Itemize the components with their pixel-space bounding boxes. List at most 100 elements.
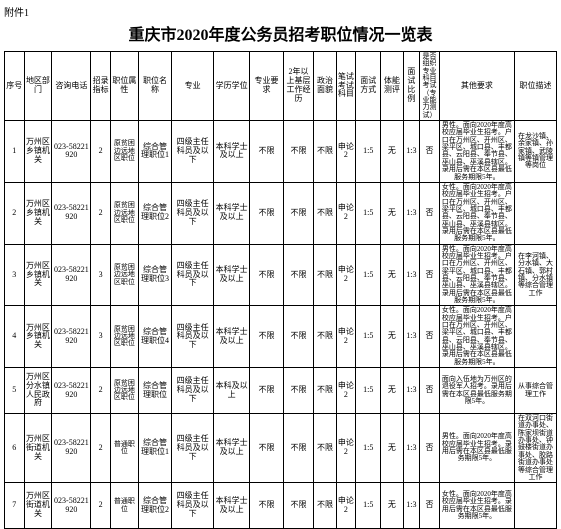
- cell-region: 万州区乡镇机关: [24, 244, 52, 306]
- cell-seq: 3: [5, 244, 25, 306]
- cell-method: 1:5: [356, 483, 381, 529]
- cell-other: 女性。面向2020年度高校应届毕业生招考。户口在万州区、开州区、梁平区、城口县、…: [439, 306, 514, 368]
- cell-ratio: 1:3: [403, 182, 420, 244]
- cell-req: 不限: [250, 121, 283, 183]
- cell-desc: 在李河镇、分水镇、大石镇、郭村镇、分水镇等综合管理工作: [515, 244, 557, 306]
- cell-body: 无: [381, 414, 403, 483]
- cell-quota: 2: [91, 368, 111, 414]
- cell-edu: 本科学士及以上: [214, 414, 250, 483]
- cell-attr: 原贫困边远地区职位: [110, 121, 138, 183]
- cell-seq: 1: [5, 121, 25, 183]
- cell-prof: 否: [420, 483, 440, 529]
- attachment-label: 附件1: [4, 4, 557, 19]
- cell-method: 1:5: [356, 414, 381, 483]
- header-quota: 招录指标: [91, 52, 111, 121]
- cell-quota: 2: [91, 182, 111, 244]
- cell-seq: 2: [5, 182, 25, 244]
- cell-major: 四级主任科员及以下: [172, 182, 214, 244]
- cell-desc: [515, 483, 557, 529]
- header-exam: 笔试考试科目: [336, 52, 356, 121]
- cell-attr: 原贫困边远地区职位: [110, 244, 138, 306]
- cell-method: 1:5: [356, 121, 381, 183]
- cell-req: 不限: [250, 483, 283, 529]
- header-method: 面试方式: [356, 52, 381, 121]
- cell-desc: [515, 306, 557, 368]
- cell-prof: 否: [420, 121, 440, 183]
- cell-exam: 申论2: [336, 244, 356, 306]
- header-pol: 政治面貌: [314, 52, 336, 121]
- cell-exp: 不限: [283, 121, 314, 183]
- table-row: 6万州区街道机关023-582219202普通职位综合管理职位1四级主任科员及以…: [5, 414, 557, 483]
- cell-ratio: 1:3: [403, 368, 420, 414]
- cell-body: 无: [381, 121, 403, 183]
- table-row: 7万州区街道机关023-582219202普通职位综合管理职位2四级主任科员及以…: [5, 483, 557, 529]
- header-phone: 咨询电话: [52, 52, 91, 121]
- cell-posname: 综合管理职位4: [138, 306, 171, 368]
- cell-attr: 普通职位: [110, 483, 138, 529]
- header-other: 其他要求: [439, 52, 514, 121]
- cell-req: 不限: [250, 368, 283, 414]
- cell-pol: 不限: [314, 182, 336, 244]
- cell-exam: 申论2: [336, 414, 356, 483]
- cell-attr: 原贫困边远地区职位: [110, 182, 138, 244]
- cell-exp: 不限: [283, 368, 314, 414]
- cell-body: 无: [381, 483, 403, 529]
- cell-exam: 申论2: [336, 121, 356, 183]
- cell-region: 万州区分水镇人民政府: [24, 368, 52, 414]
- cell-method: 1:5: [356, 182, 381, 244]
- cell-prof: 否: [420, 368, 440, 414]
- cell-prof: 否: [420, 244, 440, 306]
- cell-quota: 2: [91, 483, 111, 529]
- cell-req: 不限: [250, 306, 283, 368]
- header-body: 体能测评: [381, 52, 403, 121]
- cell-desc: 从事综合管理工作: [515, 368, 557, 414]
- cell-desc: 在龙沙镇、余家镇、孙家镇、武陵镇等镇管理等岗位: [515, 121, 557, 183]
- cell-region: 万州区街道机关: [24, 414, 52, 483]
- cell-major: 四级主任科员及以下: [172, 368, 214, 414]
- cell-major: 四级主任科员及以下: [172, 483, 214, 529]
- cell-exam: 申论2: [336, 368, 356, 414]
- cell-req: 不限: [250, 414, 283, 483]
- cell-method: 1:5: [356, 306, 381, 368]
- cell-edu: 本科及以上: [214, 368, 250, 414]
- cell-quota: 2: [91, 121, 111, 183]
- cell-posname: 综合管理职位1: [138, 121, 171, 183]
- cell-other: 男性。面向2020年度高校应届毕业生招考。户口在万州区、开州区、梁平区、城口县、…: [439, 244, 514, 306]
- header-ratio: 面试比例: [403, 52, 420, 121]
- cell-desc: 在双河口街道办事处、陈家坝街道办事处、钟鼓楼街道办事处、胶路街道办事处等综合管理…: [515, 414, 557, 483]
- cell-phone: 023-58221920: [52, 182, 91, 244]
- cell-quota: 3: [91, 306, 111, 368]
- cell-body: 无: [381, 306, 403, 368]
- table-row: 5万州区分水镇人民政府023-582219202原贫困边远地区职位综合管理职位四…: [5, 368, 557, 414]
- cell-edu: 本科学士及以上: [214, 121, 250, 183]
- cell-phone: 023-58221920: [52, 244, 91, 306]
- cell-major: 四级主任科员及以下: [172, 306, 214, 368]
- cell-req: 不限: [250, 244, 283, 306]
- cell-other: 男性。面向2020年度高校应届毕业生招考。录用后需在本区县最低服务期限5年。: [439, 414, 514, 483]
- table-row: 1万州区乡镇机关023-582219202原贫困边远地区职位综合管理职位1四级主…: [5, 121, 557, 183]
- cell-posname: 综合管理职位: [138, 368, 171, 414]
- cell-attr: 原贫困边远地区职位: [110, 306, 138, 368]
- cell-attr: 普通职位: [110, 414, 138, 483]
- cell-pol: 不限: [314, 414, 336, 483]
- cell-pol: 不限: [314, 368, 336, 414]
- header-attr: 职位属性: [110, 52, 138, 121]
- header-edu: 学历学位: [214, 52, 250, 121]
- cell-ratio: 1:3: [403, 483, 420, 529]
- cell-edu: 本科学士及以上: [214, 306, 250, 368]
- cell-seq: 6: [5, 414, 25, 483]
- cell-method: 1:5: [356, 244, 381, 306]
- cell-pol: 不限: [314, 244, 336, 306]
- cell-major: 四级主任科员及以下: [172, 121, 214, 183]
- cell-region: 万州区乡镇机关: [24, 306, 52, 368]
- cell-ratio: 1:3: [403, 306, 420, 368]
- cell-other: 女性。面向2020年度高校应届毕业生招考。户口在万州区、开州区、梁平区、城口县、…: [439, 182, 514, 244]
- cell-exam: 申论2: [336, 483, 356, 529]
- cell-exp: 不限: [283, 306, 314, 368]
- cell-seq: 4: [5, 306, 25, 368]
- cell-body: 无: [381, 182, 403, 244]
- page-title: 重庆市2020年度公务员招考职位情况一览表: [4, 21, 557, 45]
- cell-phone: 023-58221920: [52, 368, 91, 414]
- cell-desc: [515, 182, 557, 244]
- cell-other: 面向入伍地为万州区的退役军人招考。录用后需在本区县最低服务期限5年。: [439, 368, 514, 414]
